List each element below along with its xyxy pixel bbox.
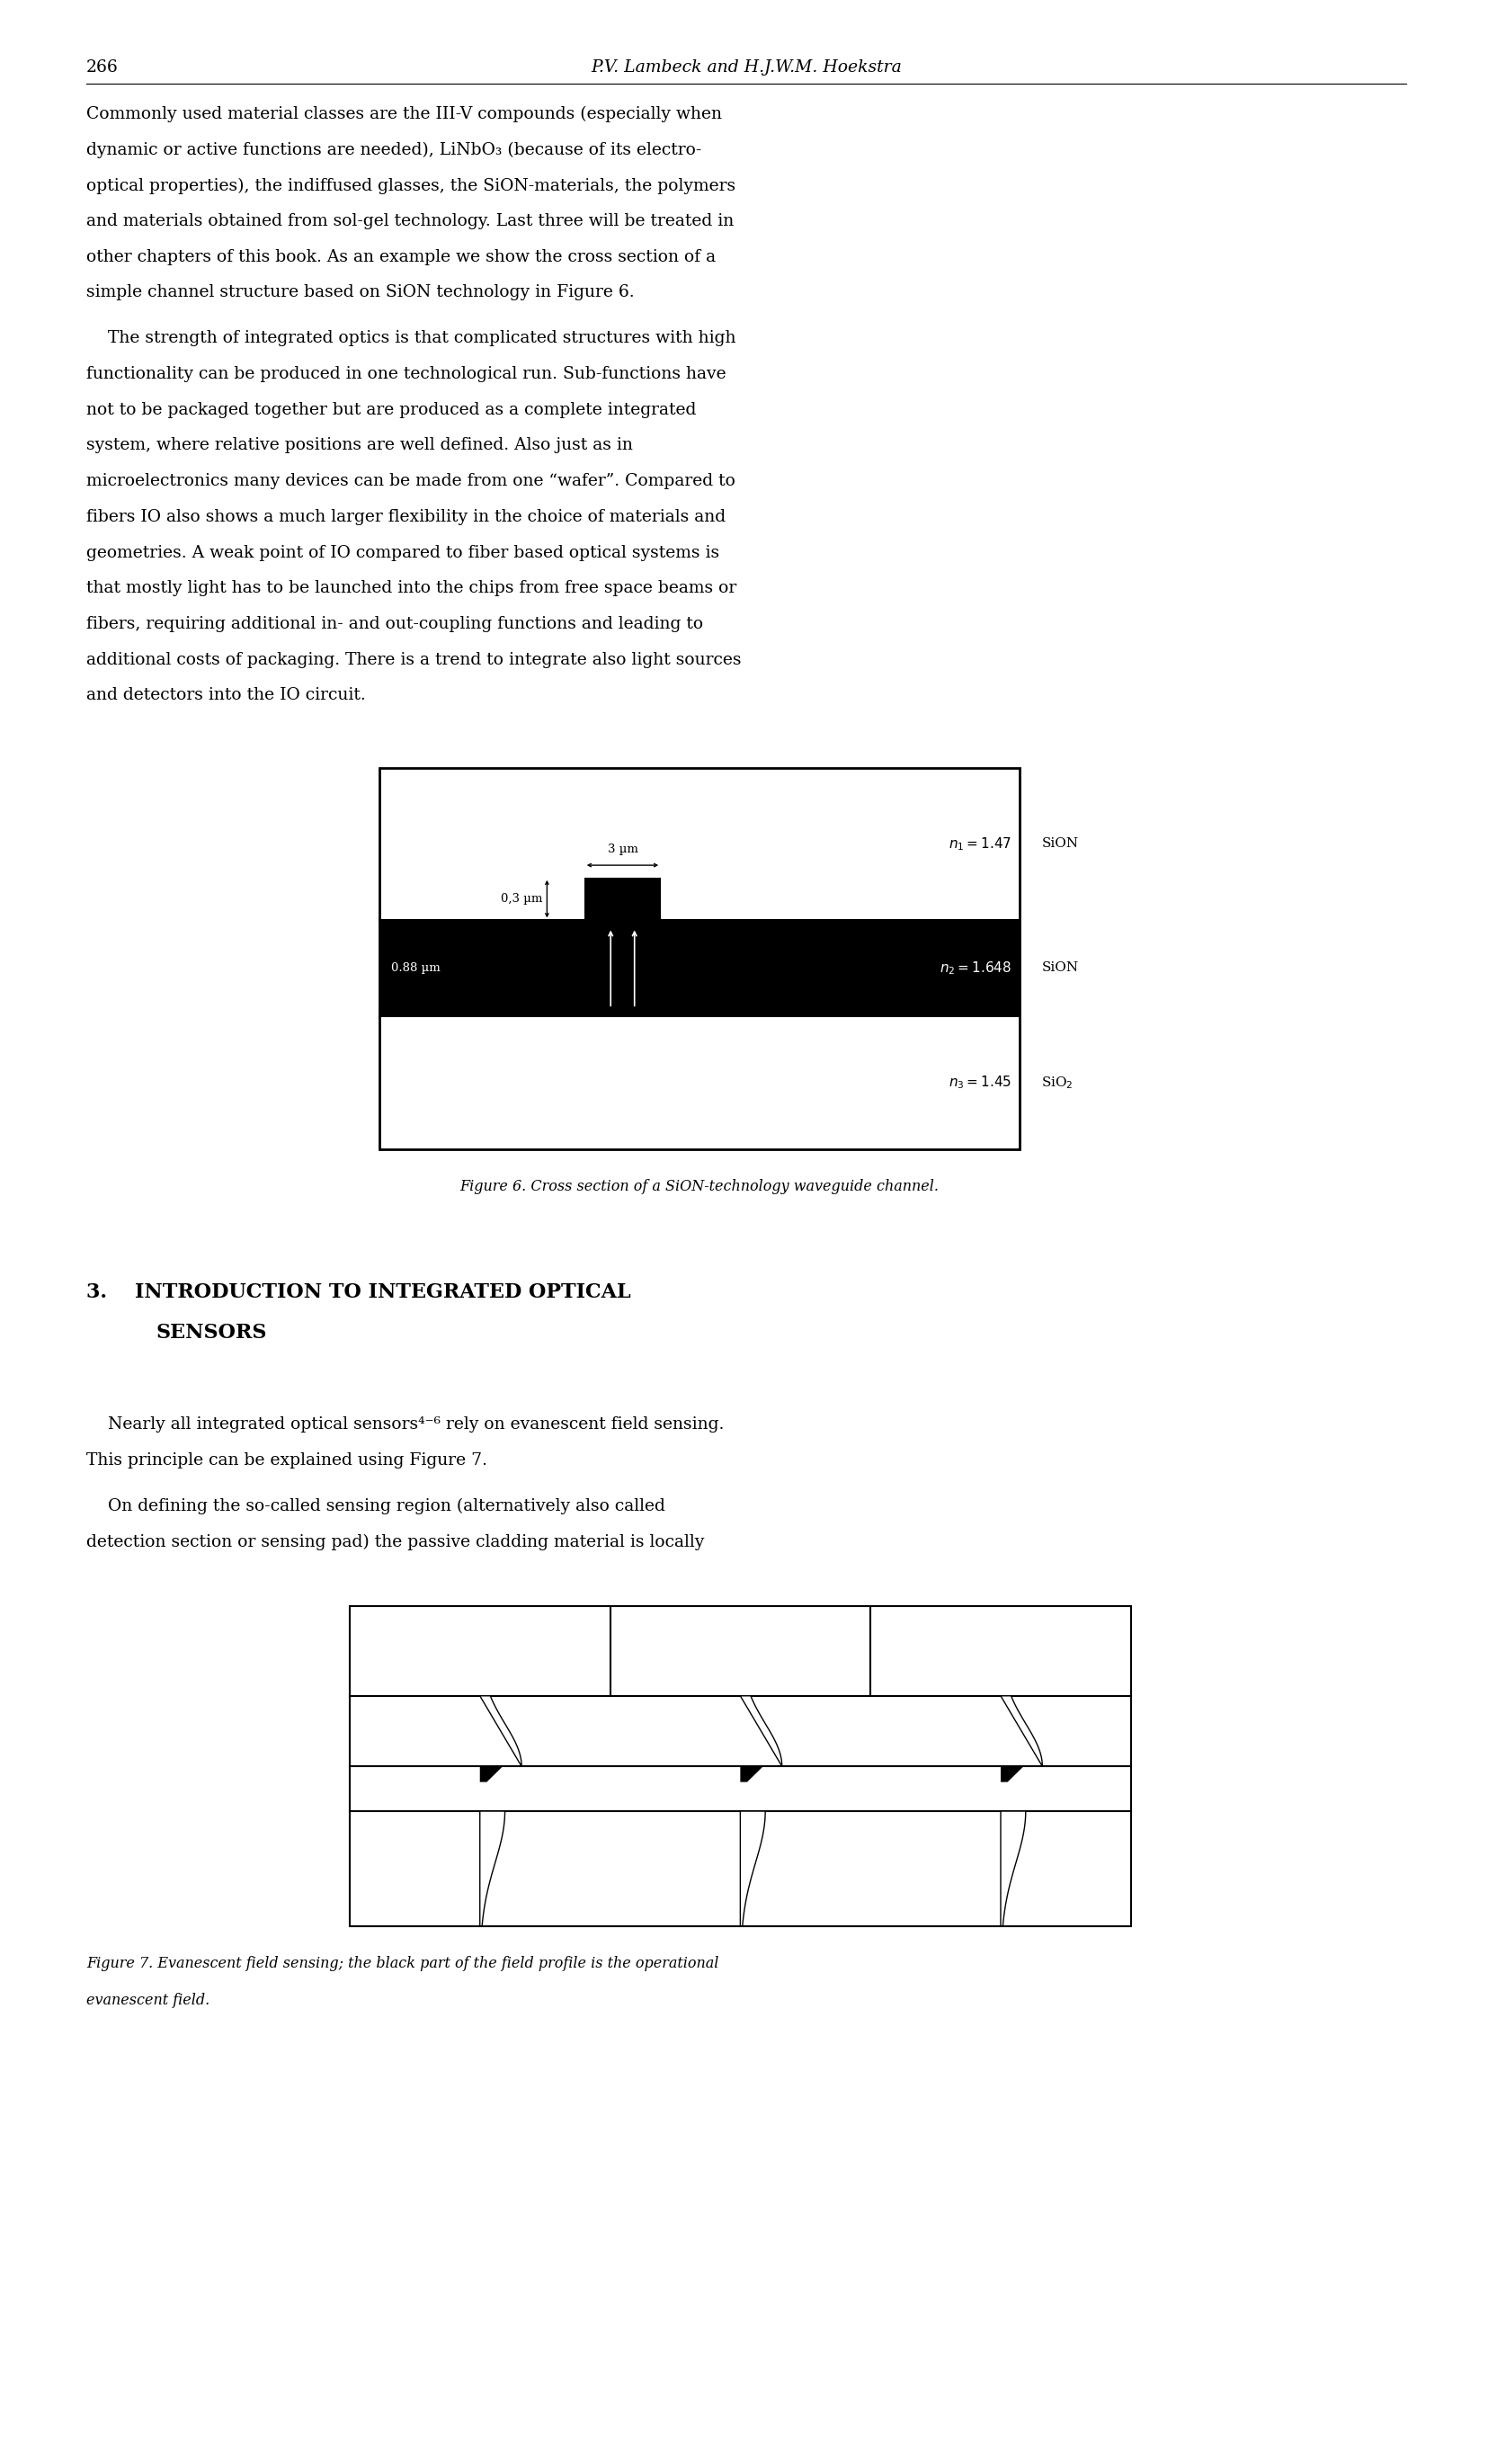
Text: and detectors into the IO circuit.: and detectors into the IO circuit. — [86, 687, 366, 705]
Text: SiON: SiON — [1042, 838, 1079, 850]
Polygon shape — [481, 1811, 504, 1927]
Text: 3 µm: 3 µm — [607, 843, 638, 855]
Text: Commonly used material classes are the III-V compounds (especially when: Commonly used material classes are the I… — [86, 106, 722, 123]
Bar — [379, 919, 1019, 1015]
Text: Nearly all integrated optical sensors⁴⁻⁶ rely on evanescent field sensing.: Nearly all integrated optical sensors⁴⁻⁶… — [86, 1417, 725, 1432]
Text: fibers IO also shows a much larger flexibility in the choice of materials and: fibers IO also shows a much larger flexi… — [86, 508, 726, 525]
Text: system, where relative positions are well defined. Also just as in: system, where relative positions are wel… — [86, 436, 632, 453]
Bar — [379, 1015, 1019, 1148]
Text: P.V. Lambeck and H.J.W.M. Hoekstra: P.V. Lambeck and H.J.W.M. Hoekstra — [591, 59, 902, 76]
Text: not to be packaged together but are produced as a complete integrated: not to be packaged together but are prod… — [86, 402, 696, 419]
Text: additional costs of packaging. There is a trend to integrate also light sources: additional costs of packaging. There is … — [86, 650, 741, 668]
Bar — [350, 1607, 1131, 1927]
Text: evanescent field.: evanescent field. — [86, 1993, 210, 2008]
Text: SiON: SiON — [1042, 961, 1079, 973]
Bar — [379, 766, 1019, 919]
Polygon shape — [1000, 1695, 1042, 1767]
Text: detection section or sensing pad) the passive cladding material is locally: detection section or sensing pad) the pa… — [86, 1533, 704, 1550]
Text: dynamic or active functions are needed), LiNbO₃ (because of its electro-: dynamic or active functions are needed),… — [86, 143, 702, 158]
Polygon shape — [481, 1695, 522, 1767]
Polygon shape — [1000, 1811, 1025, 1927]
Text: SiO$_2$: SiO$_2$ — [1042, 1074, 1074, 1092]
Text: Figure 7. Evanescent field sensing; the black part of the field profile is the o: Figure 7. Evanescent field sensing; the … — [86, 1956, 719, 1971]
Text: $n_1=1.47$: $n_1=1.47$ — [949, 835, 1012, 853]
Text: functionality can be produced in one technological run. Sub-functions have: functionality can be produced in one tec… — [86, 365, 726, 382]
Text: that mostly light has to be launched into the chips from free space beams or: that mostly light has to be launched int… — [86, 579, 737, 596]
Text: Figure 6. Cross section of a SiON-technology waveguide channel.: Figure 6. Cross section of a SiON-techno… — [460, 1178, 939, 1195]
Bar — [585, 877, 661, 919]
Text: $n_3=1.45$: $n_3=1.45$ — [949, 1074, 1012, 1092]
Text: 266: 266 — [86, 59, 119, 76]
Text: other chapters of this book. As an example we show the cross section of a: other chapters of this book. As an examp… — [86, 249, 716, 266]
Text: fibers, requiring additional in- and out-coupling functions and leading to: fibers, requiring additional in- and out… — [86, 616, 704, 633]
Text: optical properties), the indiffused glasses, the SiON-materials, the polymers: optical properties), the indiffused glas… — [86, 177, 735, 195]
Polygon shape — [741, 1811, 765, 1927]
Bar — [379, 766, 1019, 1148]
Text: On defining the so-called sensing region (alternatively also called: On defining the so-called sensing region… — [86, 1498, 665, 1515]
Text: The strength of integrated optics is that complicated structures with high: The strength of integrated optics is tha… — [86, 330, 737, 347]
Text: geometries. A weak point of IO compared to fiber based optical systems is: geometries. A weak point of IO compared … — [86, 545, 719, 562]
Polygon shape — [481, 1767, 503, 1781]
Text: SENSORS: SENSORS — [156, 1323, 268, 1343]
Text: and materials obtained from sol-gel technology. Last three will be treated in: and materials obtained from sol-gel tech… — [86, 214, 734, 229]
Polygon shape — [741, 1767, 763, 1781]
Text: microelectronics many devices can be made from one “wafer”. Compared to: microelectronics many devices can be mad… — [86, 473, 735, 490]
Text: $n_2=1.648$: $n_2=1.648$ — [940, 958, 1012, 976]
Bar — [350, 1607, 1131, 1927]
Polygon shape — [1000, 1767, 1024, 1781]
Text: simple channel structure based on SiON technology in Figure 6.: simple channel structure based on SiON t… — [86, 283, 634, 301]
Text: 3.    INTRODUCTION TO INTEGRATED OPTICAL: 3. INTRODUCTION TO INTEGRATED OPTICAL — [86, 1281, 631, 1303]
Text: 0,3 µm: 0,3 µm — [501, 892, 543, 904]
Text: 0.88 µm: 0.88 µm — [391, 963, 440, 973]
Polygon shape — [741, 1695, 783, 1767]
Text: This principle can be explained using Figure 7.: This principle can be explained using Fi… — [86, 1451, 487, 1469]
